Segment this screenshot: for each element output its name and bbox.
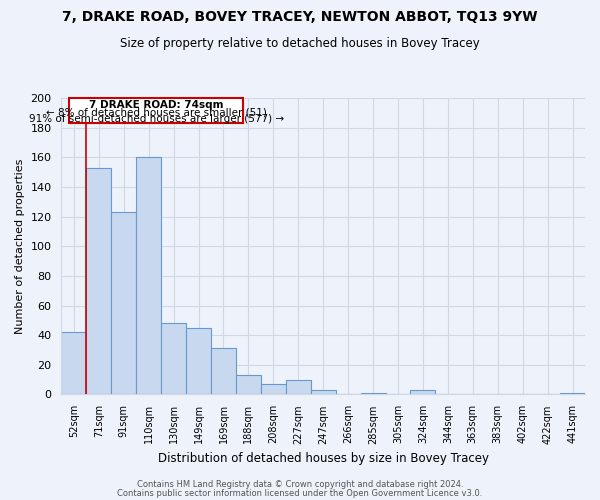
Bar: [161, 324, 186, 394]
Text: 7 DRAKE ROAD: 74sqm: 7 DRAKE ROAD: 74sqm: [89, 100, 223, 110]
Bar: [86, 168, 111, 394]
Bar: [61, 332, 86, 394]
Bar: [111, 212, 136, 394]
Bar: [286, 380, 311, 394]
Bar: [311, 390, 335, 394]
Bar: [186, 328, 211, 394]
Text: ← 8% of detached houses are smaller (51): ← 8% of detached houses are smaller (51): [46, 108, 266, 118]
Bar: [361, 393, 386, 394]
Text: Contains public sector information licensed under the Open Government Licence v3: Contains public sector information licen…: [118, 489, 482, 498]
Text: 7, DRAKE ROAD, BOVEY TRACEY, NEWTON ABBOT, TQ13 9YW: 7, DRAKE ROAD, BOVEY TRACEY, NEWTON ABBO…: [62, 10, 538, 24]
Bar: [236, 375, 261, 394]
Bar: [261, 384, 286, 394]
Bar: [560, 393, 585, 394]
Text: Contains HM Land Registry data © Crown copyright and database right 2024.: Contains HM Land Registry data © Crown c…: [137, 480, 463, 489]
Bar: [136, 158, 161, 394]
Text: 91% of semi-detached houses are larger (577) →: 91% of semi-detached houses are larger (…: [29, 114, 284, 124]
Text: Size of property relative to detached houses in Bovey Tracey: Size of property relative to detached ho…: [120, 38, 480, 51]
Y-axis label: Number of detached properties: Number of detached properties: [15, 158, 25, 334]
FancyBboxPatch shape: [69, 98, 244, 123]
Bar: [211, 348, 236, 395]
Bar: [410, 390, 436, 394]
X-axis label: Distribution of detached houses by size in Bovey Tracey: Distribution of detached houses by size …: [158, 452, 489, 465]
